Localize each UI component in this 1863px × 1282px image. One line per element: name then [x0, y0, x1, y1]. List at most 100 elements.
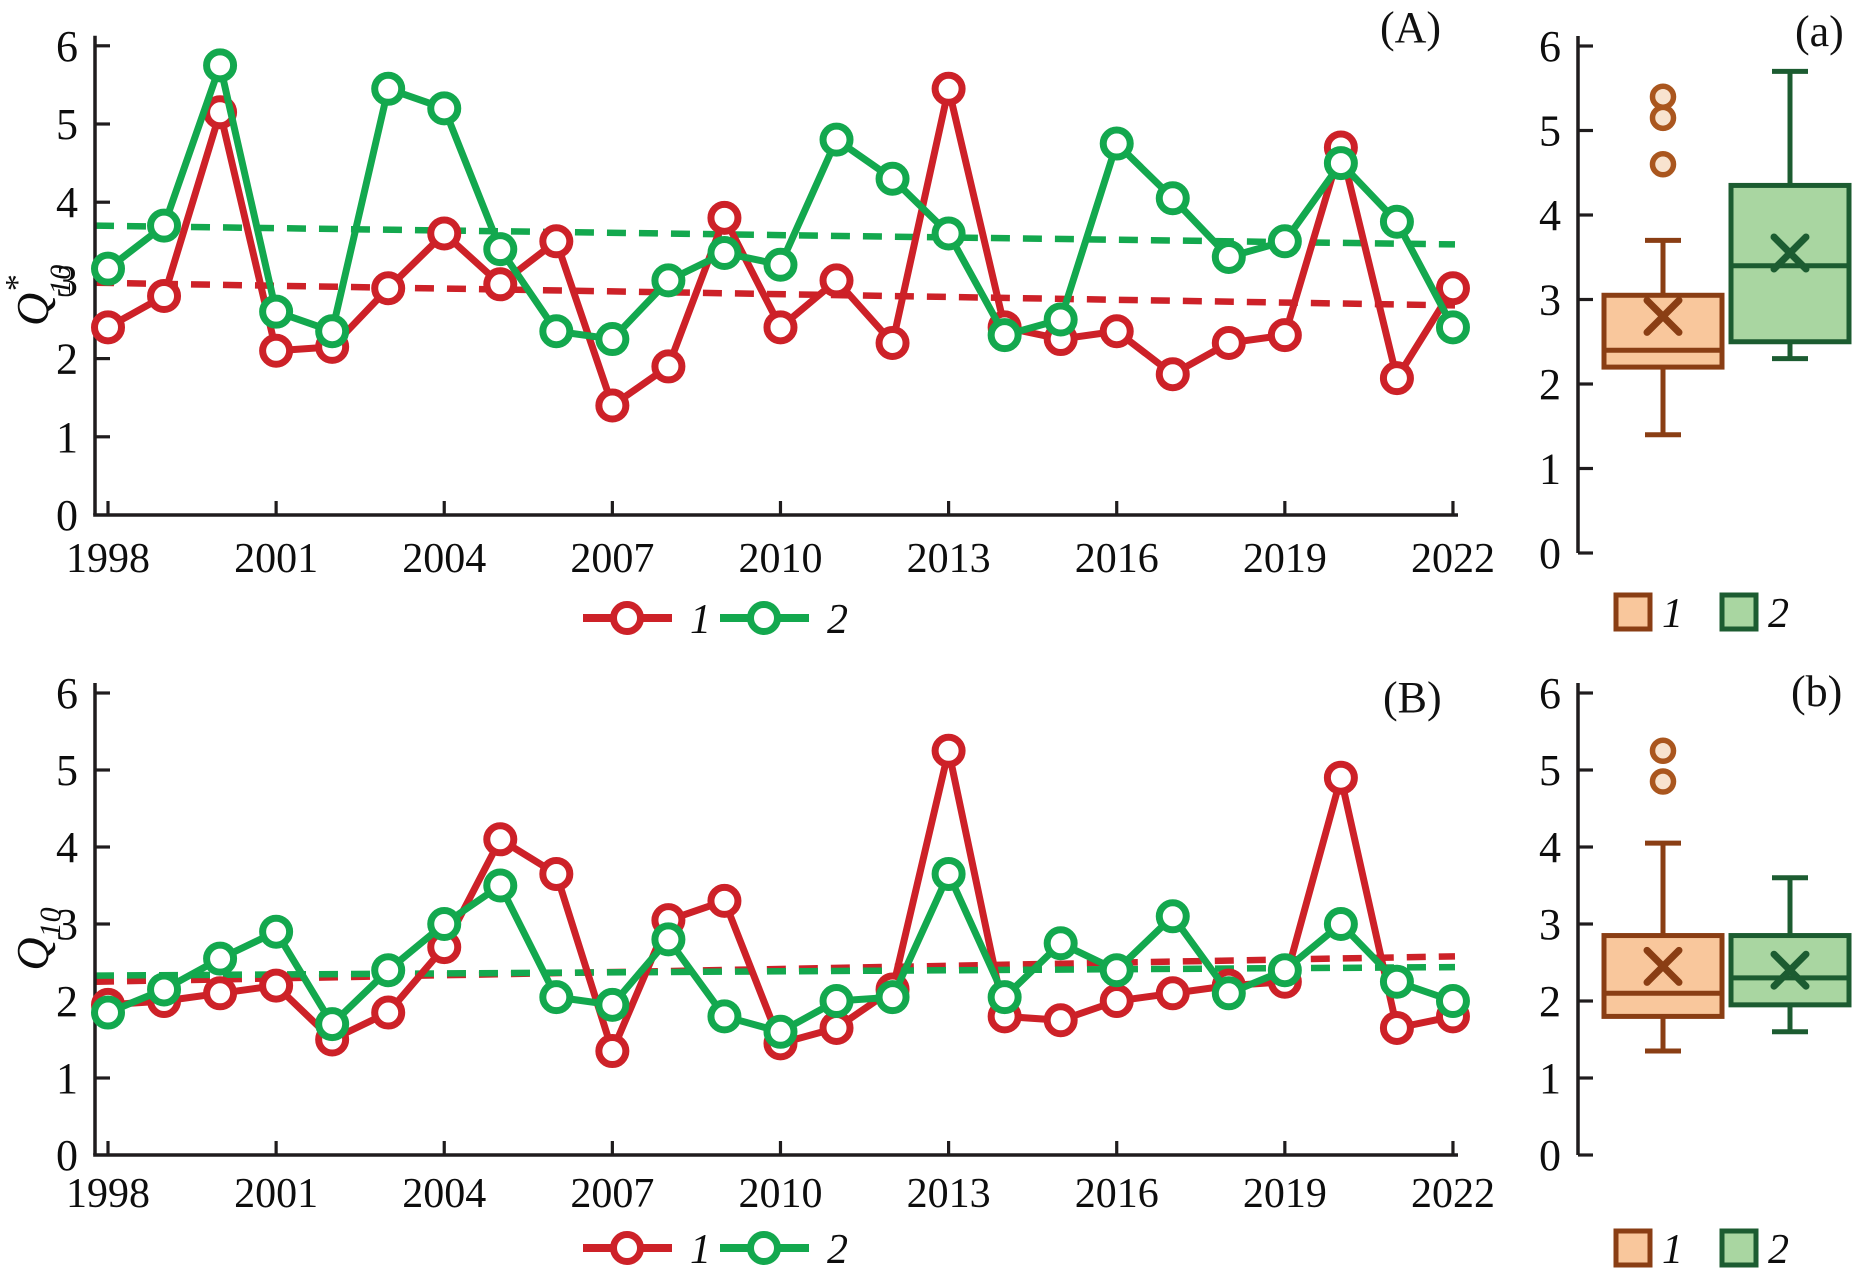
data-point	[1155, 181, 1190, 216]
data-point	[819, 984, 854, 1018]
x-tick-label: 2022	[1411, 536, 1495, 582]
y-tick-label: 0	[1539, 529, 1561, 578]
x-tick-label: 2001	[234, 1171, 318, 1217]
x-tick-label: 1998	[66, 536, 150, 582]
legend-label-2: 2	[1768, 1227, 1789, 1273]
data-point	[483, 232, 518, 267]
legend-label-1: 1	[690, 597, 711, 643]
data-point	[1043, 1003, 1078, 1038]
panel-label-a: (a)	[1795, 7, 1844, 56]
data-point	[147, 279, 182, 314]
data-point	[595, 1034, 630, 1069]
x-tick-label: 2013	[907, 536, 991, 582]
y-tick-label: 4	[56, 178, 78, 227]
legend-marker-2	[747, 1231, 781, 1265]
data-point	[651, 922, 686, 957]
data-point	[539, 314, 574, 349]
data-point	[931, 71, 966, 106]
outlier-point	[1649, 83, 1677, 110]
legend-swatch-2	[1719, 592, 1759, 632]
y-axis-title: Q10	[7, 907, 67, 970]
data-point	[427, 907, 462, 941]
data-point	[539, 224, 574, 259]
data-point	[595, 322, 630, 357]
data-point	[1099, 314, 1134, 349]
y-tick-label: 2	[56, 977, 78, 1026]
data-point	[1099, 126, 1134, 161]
y-tick-label: 3	[56, 900, 78, 949]
data-point	[1267, 953, 1302, 988]
series-line-1	[107, 747, 1454, 1055]
data-point	[763, 247, 798, 282]
data-point	[539, 980, 574, 1015]
y-tick-label: 3	[56, 256, 78, 305]
data-point	[819, 1010, 854, 1045]
data-point	[1211, 239, 1246, 274]
data-point	[1043, 926, 1078, 961]
box-1	[1601, 737, 1725, 1054]
series-line-2	[106, 870, 1455, 1036]
iqr-box	[1601, 292, 1725, 370]
data-point	[707, 883, 742, 918]
data-point	[1379, 1010, 1414, 1045]
y-tick-label: 0	[1539, 1131, 1561, 1180]
y-tick-label: 2	[1539, 977, 1561, 1026]
data-point	[1435, 984, 1470, 1018]
y-tick-label: 1	[1539, 1054, 1561, 1103]
x-tick-label: 2010	[738, 536, 822, 582]
data-point	[931, 216, 966, 251]
outlier-point	[1649, 768, 1677, 795]
data-point	[147, 972, 182, 1007]
y-tick-label: 6	[56, 669, 78, 718]
data-point	[1155, 976, 1190, 1011]
data-point	[1155, 357, 1190, 392]
mean-x-marker	[1643, 946, 1683, 986]
legend-label-2: 2	[1768, 591, 1789, 637]
box-2	[1728, 875, 1852, 1035]
x-tick-label: 2007	[570, 536, 654, 582]
mean-x-marker	[1770, 950, 1810, 990]
box-2	[1728, 68, 1852, 362]
data-point	[931, 856, 966, 891]
data-point	[259, 914, 294, 949]
data-point	[595, 987, 630, 1022]
data-point	[651, 263, 686, 298]
data-point	[315, 1007, 350, 1042]
box-1	[1601, 83, 1725, 438]
x-tick-label: 2001	[234, 536, 318, 582]
data-point	[763, 310, 798, 345]
x-tick-label: 2022	[1411, 1171, 1495, 1217]
data-point	[1379, 964, 1414, 999]
legend-marker-1	[610, 1231, 644, 1265]
data-point	[1379, 204, 1414, 239]
data-point	[595, 388, 630, 423]
x-tick-label: 2019	[1243, 1171, 1327, 1217]
data-point	[707, 236, 742, 271]
data-point	[987, 318, 1022, 353]
y-tick-label: 2	[1539, 360, 1561, 409]
data-point	[427, 91, 462, 126]
data-point	[1211, 325, 1246, 360]
data-point	[203, 48, 238, 83]
y-tick-label: 5	[56, 746, 78, 795]
data-point	[371, 995, 406, 1030]
legend-swatch-1	[1613, 592, 1653, 632]
data-point	[1211, 976, 1246, 1011]
legend-label-1: 1	[690, 1227, 711, 1273]
y-tick-label: 0	[56, 1131, 78, 1180]
legend-label-1: 1	[1662, 1227, 1683, 1273]
data-point	[763, 1014, 798, 1049]
y-tick-label: 4	[1539, 191, 1561, 240]
y-tick-label: 4	[56, 823, 78, 872]
data-point	[1435, 310, 1470, 345]
data-point	[875, 980, 910, 1015]
y-tick-label: 0	[56, 491, 78, 540]
data-point	[1155, 899, 1190, 934]
data-point	[875, 161, 910, 196]
data-point	[1099, 984, 1134, 1018]
